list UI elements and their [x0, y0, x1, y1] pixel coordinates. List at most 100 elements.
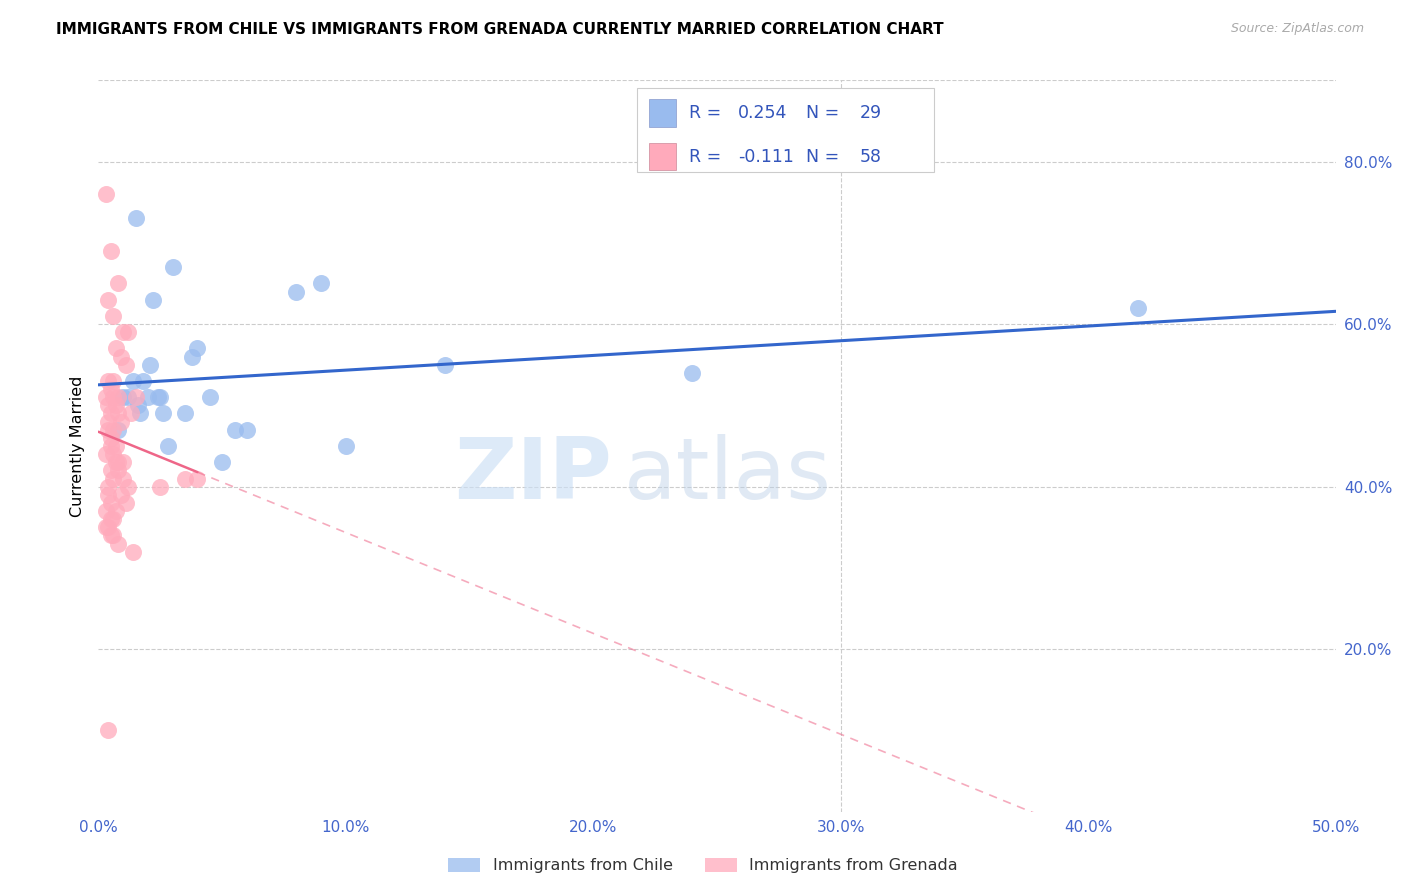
Point — [156, 439, 179, 453]
Point — [97, 374, 120, 388]
Point — [127, 398, 149, 412]
Point — [122, 544, 145, 558]
Point — [112, 390, 135, 404]
Text: ZIP: ZIP — [454, 434, 612, 516]
Point — [174, 407, 197, 421]
Point — [224, 423, 246, 437]
Point — [94, 520, 117, 534]
Point — [100, 407, 122, 421]
Point — [117, 480, 139, 494]
Point — [97, 423, 120, 437]
Text: R =: R = — [689, 147, 727, 166]
Point — [124, 211, 146, 226]
Point — [104, 342, 127, 356]
Point — [117, 390, 139, 404]
Bar — [637, 87, 934, 171]
Point — [117, 325, 139, 339]
Text: 29: 29 — [859, 103, 882, 122]
Y-axis label: Currently Married: Currently Married — [69, 376, 84, 516]
Point — [142, 293, 165, 307]
Point — [104, 398, 127, 412]
Point — [100, 439, 122, 453]
Point — [149, 480, 172, 494]
Text: R =: R = — [689, 103, 727, 122]
Point — [100, 496, 122, 510]
Point — [97, 480, 120, 494]
Text: N =: N = — [794, 147, 845, 166]
Point — [114, 358, 136, 372]
Point — [112, 455, 135, 469]
Point — [107, 390, 129, 404]
Point — [149, 390, 172, 404]
Point — [97, 488, 120, 502]
Text: IMMIGRANTS FROM CHILE VS IMMIGRANTS FROM GRENADA CURRENTLY MARRIED CORRELATION C: IMMIGRANTS FROM CHILE VS IMMIGRANTS FROM… — [56, 22, 943, 37]
Point — [107, 536, 129, 550]
Point — [335, 439, 357, 453]
Point — [110, 415, 132, 429]
Point — [152, 407, 174, 421]
Point — [94, 187, 117, 202]
Point — [104, 455, 127, 469]
Text: atlas: atlas — [624, 434, 832, 516]
Point — [110, 488, 132, 502]
Point — [112, 471, 135, 485]
Point — [94, 504, 117, 518]
Point — [107, 463, 129, 477]
Point — [112, 325, 135, 339]
Point — [114, 496, 136, 510]
Point — [309, 277, 332, 291]
Point — [139, 358, 162, 372]
Legend: Immigrants from Chile, Immigrants from Grenada: Immigrants from Chile, Immigrants from G… — [441, 851, 965, 880]
Point — [181, 350, 204, 364]
Point — [285, 285, 308, 299]
Point — [97, 520, 120, 534]
Point — [103, 528, 125, 542]
Point — [236, 423, 259, 437]
Point — [100, 512, 122, 526]
Point — [100, 382, 122, 396]
Point — [100, 431, 122, 445]
Point — [132, 374, 155, 388]
Point — [103, 447, 125, 461]
Text: N =: N = — [794, 103, 845, 122]
Point — [129, 407, 152, 421]
Point — [433, 358, 456, 372]
Point — [103, 390, 125, 404]
Point — [103, 309, 125, 323]
Point — [1126, 301, 1149, 315]
Point — [97, 293, 120, 307]
Point — [107, 407, 129, 421]
Point — [162, 260, 184, 275]
Point — [94, 390, 117, 404]
Text: -0.111: -0.111 — [738, 147, 794, 166]
Point — [97, 398, 120, 412]
Point — [107, 455, 129, 469]
Point — [198, 390, 221, 404]
Point — [186, 471, 208, 485]
Point — [104, 504, 127, 518]
Point — [103, 512, 125, 526]
Point — [100, 244, 122, 258]
Point — [681, 366, 703, 380]
Point — [100, 528, 122, 542]
Point — [94, 447, 117, 461]
Point — [122, 374, 145, 388]
Point — [103, 374, 125, 388]
Bar — [650, 99, 676, 127]
Point — [100, 463, 122, 477]
Text: 0.254: 0.254 — [738, 103, 787, 122]
Point — [136, 390, 159, 404]
Point — [174, 471, 197, 485]
Point — [211, 455, 233, 469]
Point — [103, 471, 125, 485]
Point — [110, 350, 132, 364]
Point — [103, 423, 125, 437]
Point — [104, 439, 127, 453]
Point — [97, 723, 120, 738]
Point — [107, 423, 129, 437]
Point — [97, 415, 120, 429]
Point — [120, 407, 142, 421]
Bar — [650, 143, 676, 170]
Text: Source: ZipAtlas.com: Source: ZipAtlas.com — [1230, 22, 1364, 36]
Point — [186, 342, 208, 356]
